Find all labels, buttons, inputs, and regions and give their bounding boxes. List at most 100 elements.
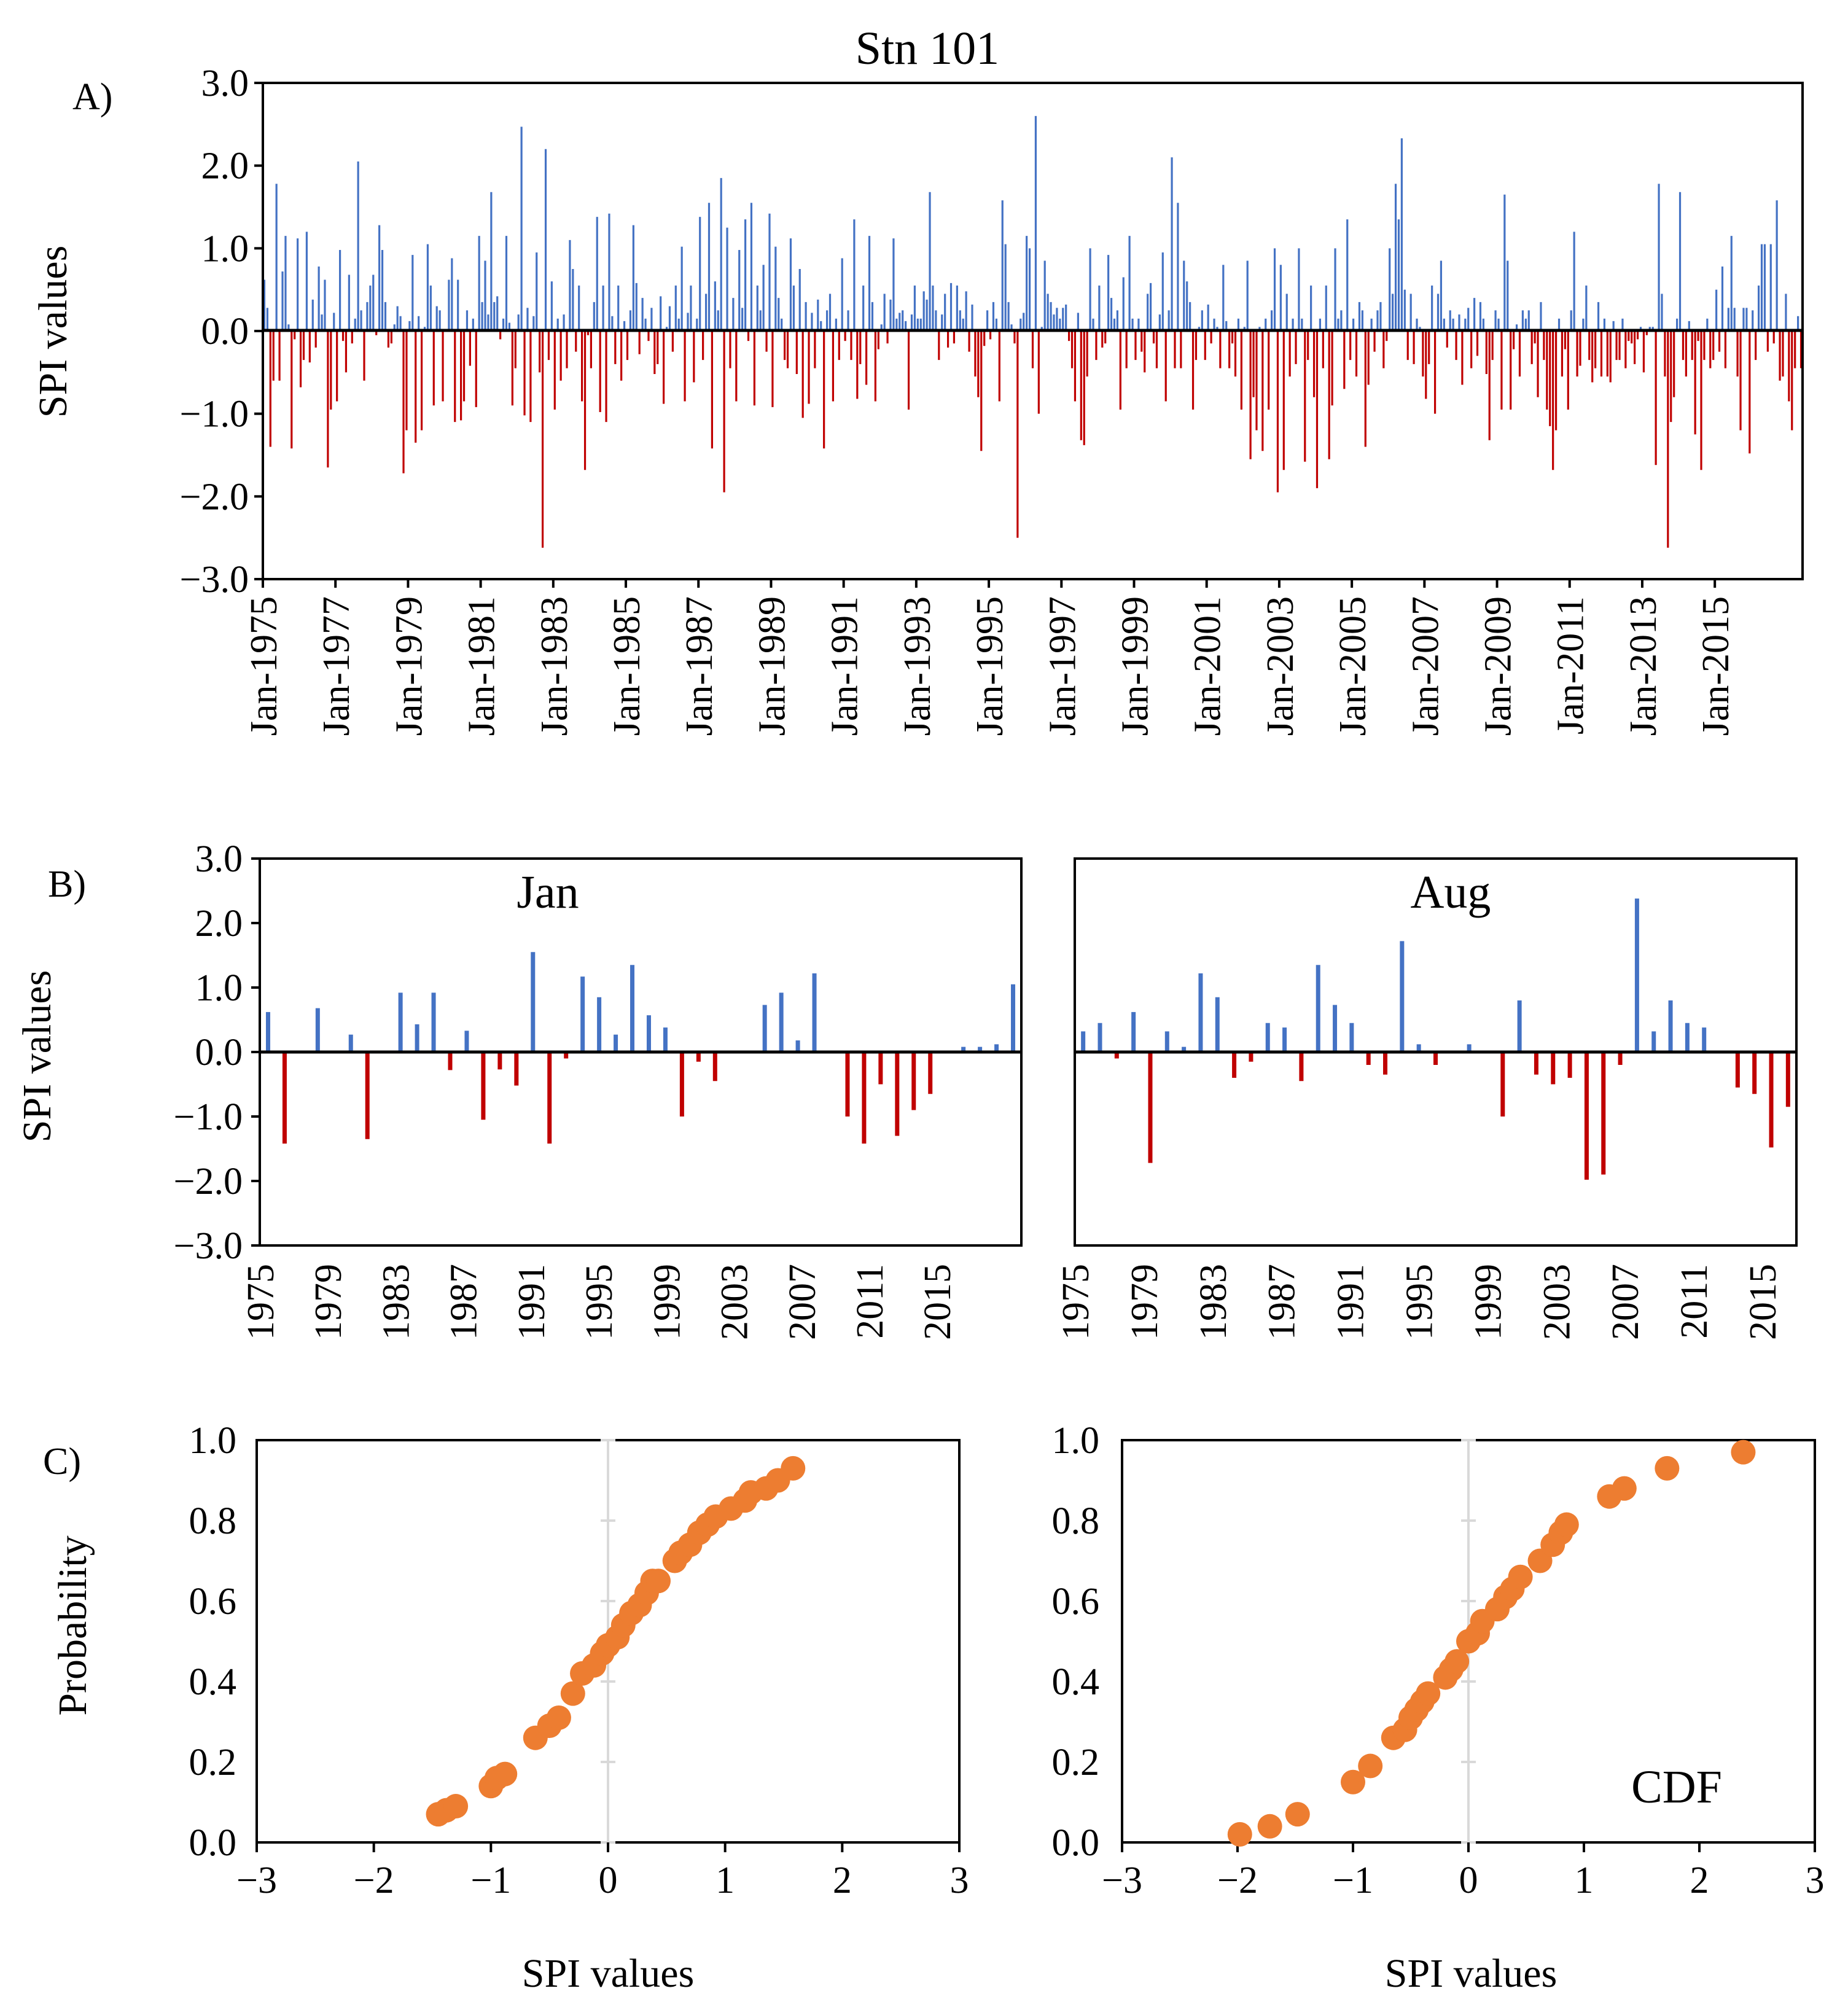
panel-c-aug-cdf: 1.0 0.8 0.6 0.4 0.2 0.0 −3 −2 −1 0 1 2 3 SPI values…	[1052, 1420, 1825, 1996]
bar	[1612, 321, 1615, 331]
x-tick-label: 2003	[714, 1264, 756, 1340]
bar	[792, 285, 795, 331]
bar	[1366, 1052, 1371, 1065]
bar	[1020, 318, 1022, 331]
bar	[1503, 194, 1506, 331]
bar	[1706, 318, 1709, 331]
bar	[1433, 1052, 1438, 1065]
bar	[1594, 331, 1597, 368]
x-tick-label: 1991	[1330, 1264, 1372, 1340]
bar	[916, 318, 919, 331]
bar	[1688, 321, 1690, 331]
bar	[1195, 331, 1198, 360]
bar	[644, 318, 647, 331]
y-tick-label: 0.0	[201, 311, 249, 353]
bar	[1425, 331, 1427, 399]
x-tick-label: Jan-1991	[824, 596, 866, 736]
bar	[922, 291, 925, 331]
bar	[1316, 965, 1320, 1052]
bar	[759, 310, 762, 331]
bar	[1431, 285, 1433, 331]
panel-c-cdf-annotation: CDF	[1631, 1761, 1722, 1813]
bar	[287, 324, 290, 331]
x-tick-label: 1975	[1055, 1264, 1097, 1340]
y-tick-label: 0.0	[1052, 1822, 1100, 1864]
bar	[635, 283, 637, 331]
x-tick-label: 1	[1575, 1860, 1594, 1901]
panel-a-frame	[262, 82, 1804, 580]
bar	[1500, 1052, 1505, 1117]
bar	[1694, 331, 1696, 435]
bar	[696, 1052, 701, 1062]
bar	[632, 225, 634, 331]
bar	[1552, 331, 1554, 470]
bar	[1752, 1052, 1757, 1094]
bar	[708, 203, 711, 331]
x-tick-label: 2011	[1674, 1264, 1715, 1339]
panel-b-jan-x-ticks: 1975 1979 1983 1987 1991 1995 1999 2003 2007 2011…	[240, 1264, 959, 1340]
x-tick-label: 2	[833, 1860, 852, 1901]
bar	[1081, 1031, 1086, 1052]
x-tick-label: 1983	[1193, 1264, 1234, 1340]
bar	[469, 331, 471, 366]
bar	[929, 192, 931, 331]
bar	[1183, 260, 1185, 331]
bar	[1074, 331, 1077, 402]
y-tick-label: −2.0	[174, 1161, 243, 1202]
bar	[1168, 310, 1170, 331]
bar	[699, 217, 701, 331]
x-tick-label: Jan-1997	[1042, 596, 1083, 736]
bar	[871, 302, 874, 331]
x-tick-label: 2015	[1742, 1264, 1784, 1340]
bar	[439, 310, 441, 331]
bar	[263, 279, 266, 331]
bar	[1210, 331, 1212, 344]
bar	[1180, 331, 1182, 368]
bar	[1606, 331, 1608, 377]
bar	[778, 298, 780, 331]
bar	[330, 331, 332, 410]
bar	[1204, 331, 1206, 360]
bar	[327, 331, 329, 468]
panel-a-ylabel: SPI values	[31, 246, 76, 418]
bar	[663, 1027, 668, 1052]
bar	[961, 1046, 966, 1052]
bar	[1527, 310, 1530, 331]
x-tick-label: 0	[599, 1860, 618, 1901]
bar	[1379, 302, 1382, 331]
bar	[1582, 318, 1585, 331]
bar	[1561, 331, 1564, 377]
panel-b-monthly-spi: B) SPI values 3.0 2.0 1.0 0.0 −1.0 −2.0 −3.0 J…	[15, 838, 1798, 1340]
bar	[348, 275, 350, 331]
bar	[750, 203, 753, 331]
bar	[431, 992, 436, 1052]
bar	[765, 331, 768, 352]
bar	[1727, 308, 1729, 331]
bar	[1788, 331, 1790, 402]
bar	[596, 217, 598, 331]
bar	[862, 1052, 867, 1144]
bar	[278, 331, 281, 381]
panel-b-jan-chart: Jan 1975 1979 1983 1987 1991 1995 1999 2003 2007…	[240, 857, 1023, 1340]
bar	[910, 314, 913, 331]
bar	[1144, 331, 1146, 373]
bar	[1752, 310, 1754, 331]
bar	[1252, 331, 1255, 397]
bar	[1155, 331, 1158, 368]
bar	[396, 306, 399, 331]
panel-b-jan-bars	[265, 952, 1016, 1144]
bar	[741, 308, 744, 331]
bar	[451, 258, 453, 331]
bar	[1394, 184, 1397, 331]
bar	[1191, 331, 1195, 410]
bar	[1161, 252, 1164, 331]
x-tick-label: −2	[1217, 1860, 1258, 1901]
bar	[572, 269, 574, 331]
bar	[1282, 1027, 1287, 1052]
bar	[269, 331, 271, 447]
x-tick-label: Jan-1977	[316, 596, 357, 736]
panel-b-ylabel: SPI values	[15, 970, 60, 1143]
bar	[599, 331, 601, 412]
bar	[902, 310, 904, 331]
bar	[478, 236, 480, 331]
